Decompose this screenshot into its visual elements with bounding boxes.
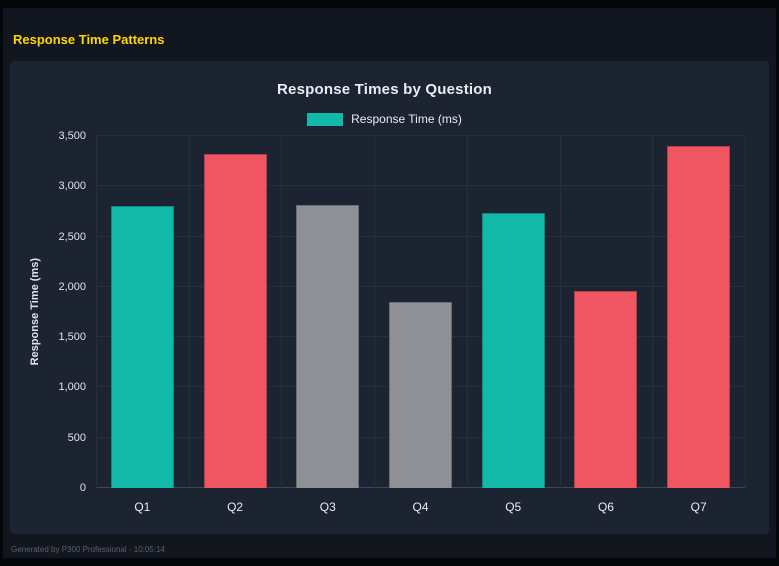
bar-slot [281,136,374,488]
x-tick-label: Q1 [134,500,151,514]
y-axis-title-text: Response Time (ms) [29,258,41,366]
gridline-v [96,136,97,488]
bar-q3 [296,205,360,488]
x-tick-label: Q2 [227,500,244,514]
y-tick-label: 1,500 [58,331,86,344]
gridline-v [374,136,376,488]
bar-q2 [203,154,267,488]
gridline-v [188,136,190,488]
bar-slot [96,136,189,488]
page-title: Response Time Patterns [13,32,165,47]
bar-slot [560,136,653,488]
gridline-v [559,136,561,488]
gridline-v [652,136,654,488]
y-axis-title: Response Time (ms) [24,136,46,488]
bar-q7 [667,146,731,488]
y-tick-label: 3,500 [58,130,86,142]
y-tick-label: 3,000 [58,180,86,193]
legend: Response Time (ms) [24,112,745,126]
x-tick-label: Q7 [690,500,707,514]
bar-q1 [110,206,174,488]
gridline-v [281,136,283,488]
y-tick-label: 2,000 [58,280,86,293]
bar-q5 [481,213,545,488]
bars-layer [96,136,745,488]
x-tick-label: Q3 [319,500,336,514]
legend-label: Response Time (ms) [351,112,462,126]
chart-panel: Response Times by Question Response Time… [10,61,769,534]
bar-slot [374,136,467,488]
y-tick-label: 0 [79,482,86,494]
bar-q6 [574,290,638,488]
bar-q4 [388,301,453,488]
y-tick-label: 1,000 [58,381,86,394]
chart-body: Response Time (ms) 0 500 1,000 1,500 2,000 2,… [24,130,746,522]
gridline-h [96,285,745,287]
x-axis-labels: Q1 Q2 Q3 Q4 Q5 Q6 Q7 [96,488,745,522]
chart-title: Response Times by Question [277,81,492,98]
gridline-h [96,135,745,136]
x-tick-label: Q6 [597,500,614,514]
bar-slot [652,136,745,488]
x-tick-label: Q4 [412,500,429,514]
bar-slot [467,136,560,488]
legend-swatch-icon [307,112,344,126]
x-tick-label: Q5 [505,500,522,514]
gridline-h [96,185,745,187]
bar-slot [189,136,282,488]
gridline-h [96,235,745,237]
y-tick-label: 500 [67,431,86,444]
y-tick-label: 2,500 [58,230,86,243]
gridline-v [466,136,468,488]
y-axis-ticks: 0 500 1,000 1,500 2,000 2,500 3,000 3,500 [46,130,96,494]
gridline-v [745,136,746,488]
footer-text: Generated by P300 Professional - 10:05:1… [11,545,165,554]
app-window: Response Time Patterns Response Times by… [3,8,776,558]
plot-area [96,135,746,488]
